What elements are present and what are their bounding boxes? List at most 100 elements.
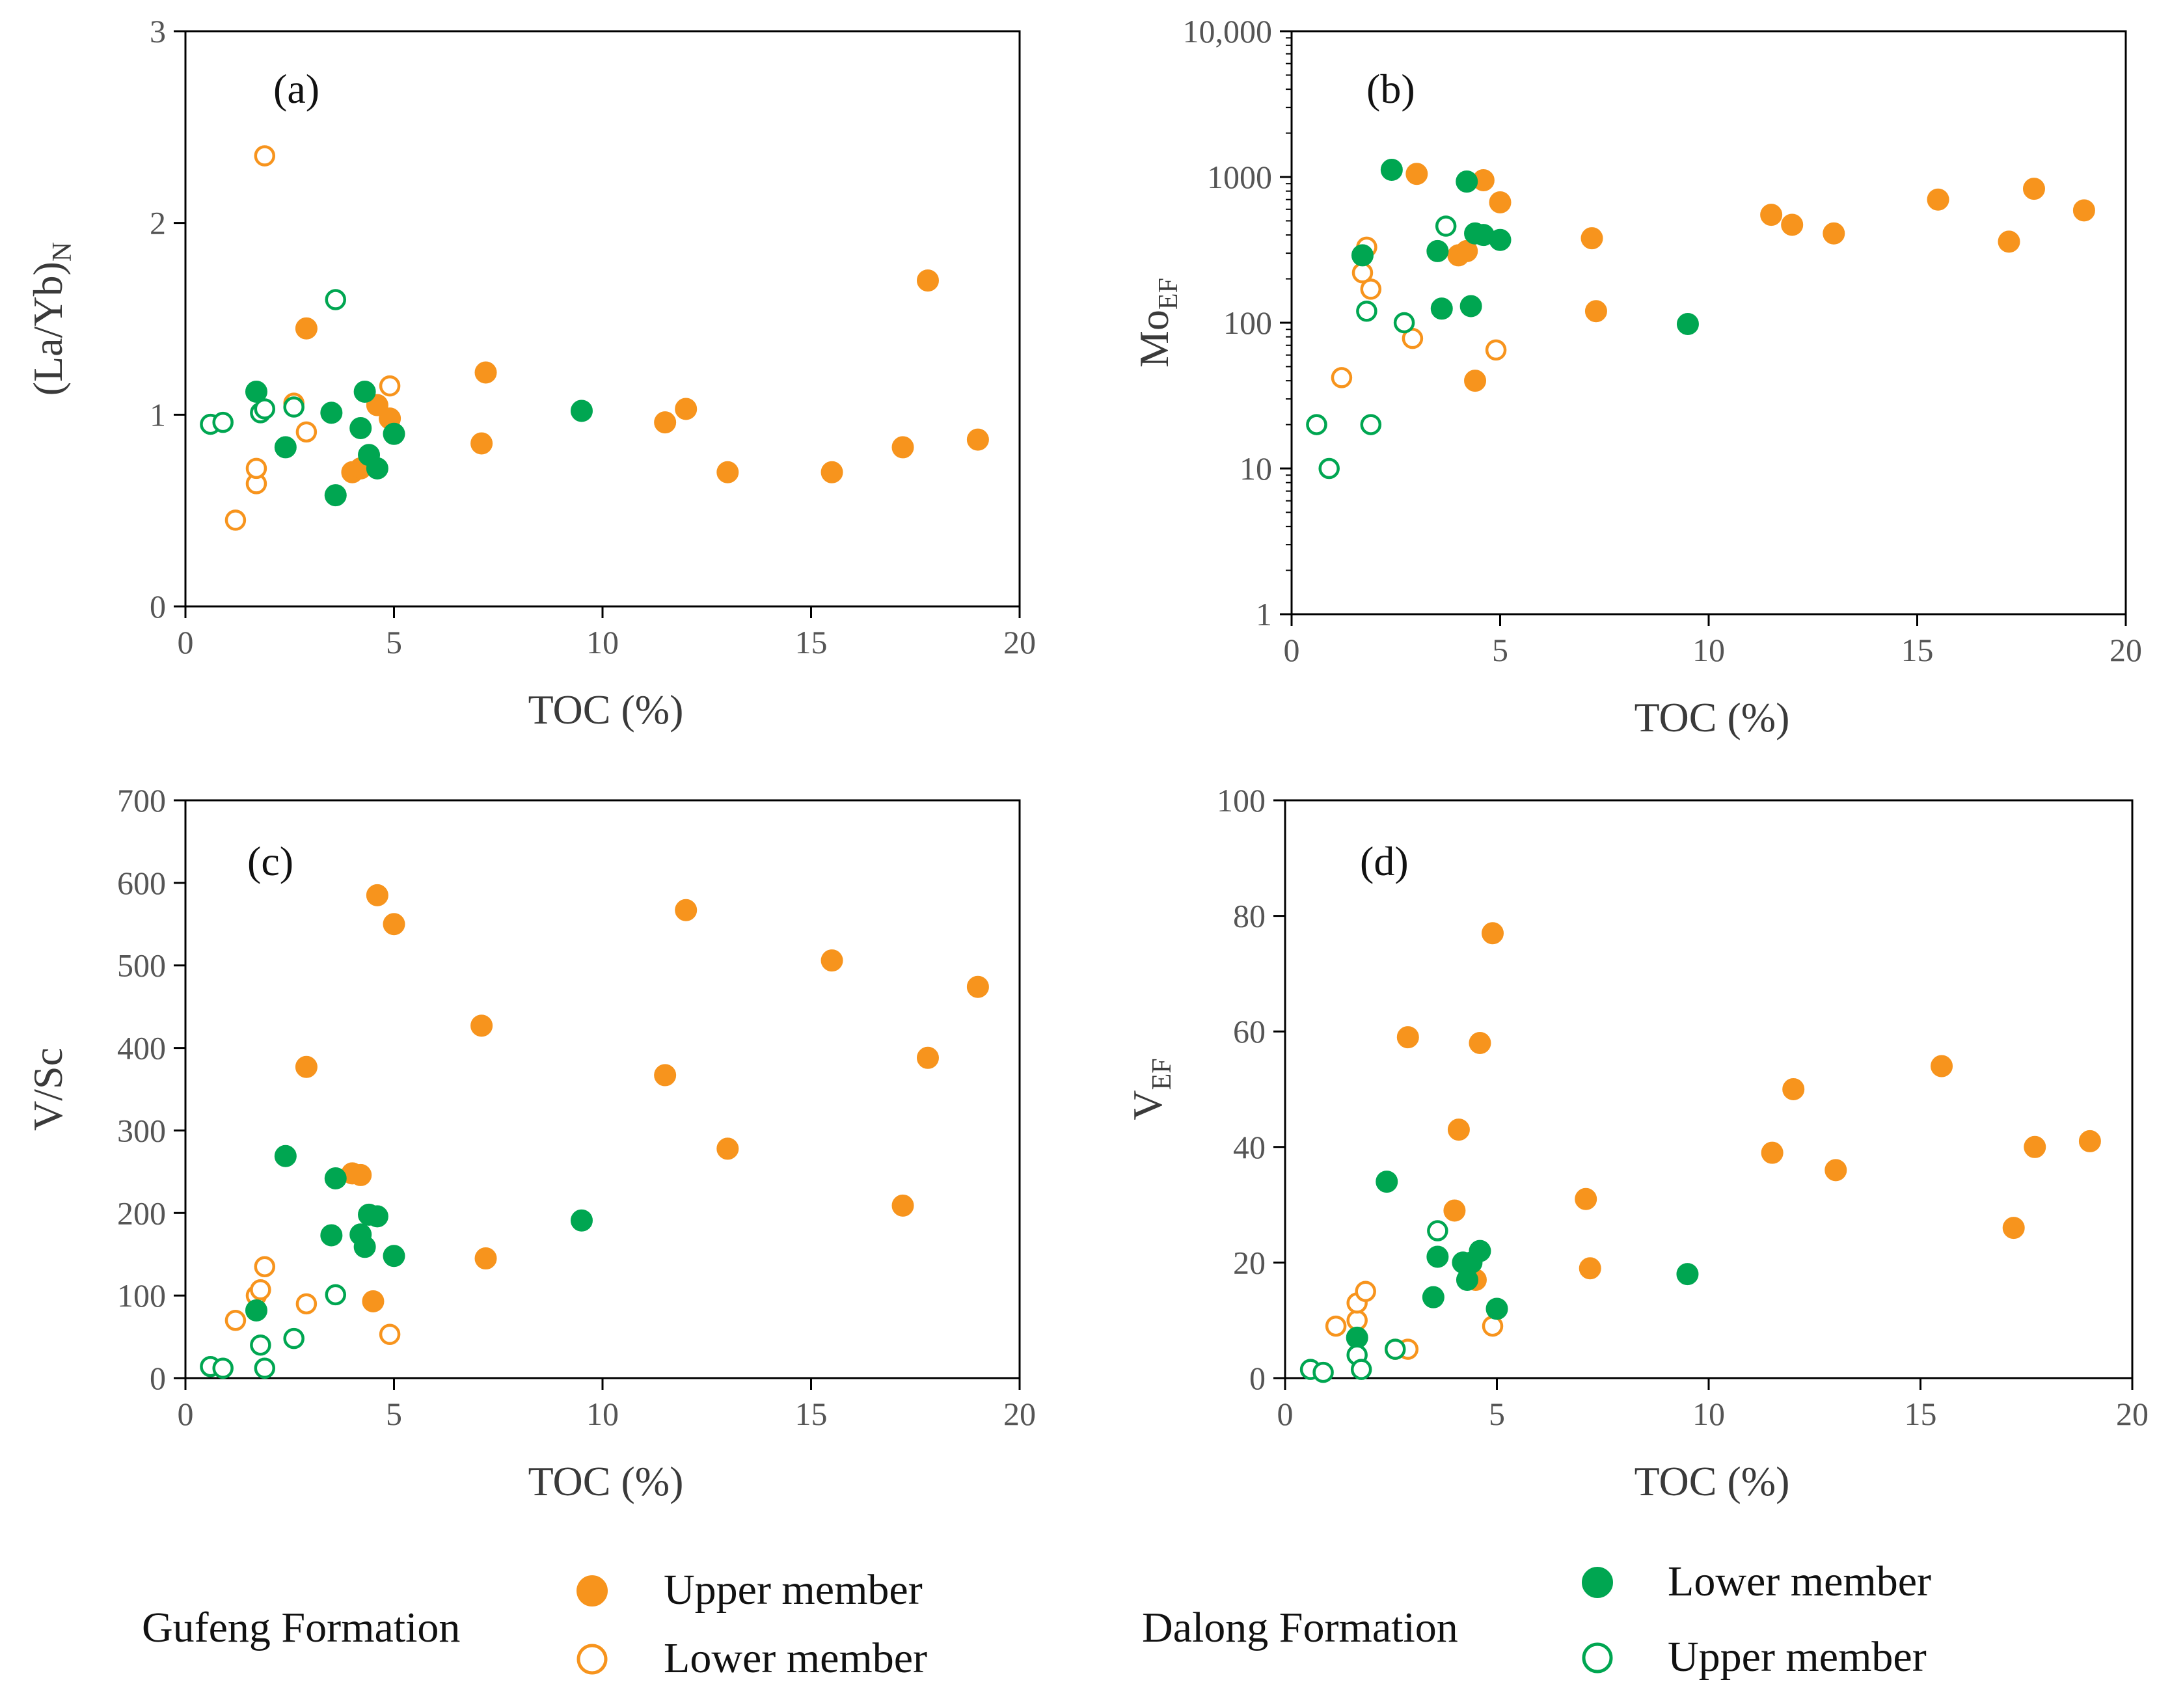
y-tick-label: 100 bbox=[1217, 782, 1266, 819]
plot-frame bbox=[184, 799, 1021, 1379]
data-point bbox=[2078, 1130, 2101, 1152]
data-point bbox=[891, 436, 914, 459]
x-tick-label: 20 bbox=[2110, 632, 2142, 668]
y-tick-label: 200 bbox=[117, 1195, 166, 1231]
data-point bbox=[1580, 227, 1603, 250]
data-point bbox=[821, 461, 843, 483]
data-point bbox=[1459, 295, 1482, 318]
data-point bbox=[254, 1256, 276, 1277]
data-point bbox=[891, 1194, 914, 1217]
plot-frame bbox=[1284, 799, 2134, 1379]
x-tick-label: 10 bbox=[1692, 1396, 1725, 1432]
data-point bbox=[1405, 163, 1428, 185]
legend-entry-label: Upper member bbox=[1668, 1633, 1927, 1681]
data-point bbox=[1998, 230, 2020, 253]
data-point bbox=[1489, 228, 1512, 251]
data-point bbox=[1481, 922, 1504, 945]
x-tick-label: 5 bbox=[386, 1396, 402, 1432]
x-tick-label: 5 bbox=[1489, 1396, 1505, 1432]
data-point bbox=[379, 375, 401, 397]
x-tick-label: 0 bbox=[178, 1396, 194, 1432]
data-point bbox=[1312, 1361, 1334, 1383]
y-axis-title: MoEF bbox=[1131, 278, 1184, 368]
data-point bbox=[245, 380, 267, 403]
data-point bbox=[295, 421, 318, 443]
data-point bbox=[379, 1323, 401, 1346]
data-point bbox=[1306, 414, 1327, 435]
y-tick-label: 100 bbox=[117, 1277, 166, 1314]
data-point bbox=[1469, 1031, 1491, 1054]
data-point bbox=[1430, 297, 1453, 320]
data-point bbox=[1443, 1199, 1466, 1222]
data-point bbox=[324, 484, 347, 507]
data-point bbox=[1579, 1257, 1601, 1280]
legend-group-title: Dalong Formation bbox=[1142, 1604, 1458, 1651]
data-point bbox=[1489, 191, 1512, 213]
data-point bbox=[570, 400, 593, 422]
x-tick-label: 5 bbox=[1492, 632, 1508, 668]
y-tick-label: 700 bbox=[117, 782, 166, 819]
data-point bbox=[1385, 1338, 1406, 1360]
panel-label: (c) bbox=[247, 838, 293, 884]
legend: Gufeng Formation Upper member Lower member… bbox=[142, 1558, 1931, 1682]
data-point bbox=[2002, 1217, 2025, 1240]
data-point bbox=[1482, 1315, 1504, 1337]
legend-group-dalong: Dalong Formation Lower member Upper member bbox=[1142, 1558, 1931, 1681]
data-point bbox=[295, 1293, 318, 1315]
data-point bbox=[675, 398, 698, 420]
series-gufeng-upper bbox=[1405, 163, 2095, 392]
data-point bbox=[1380, 158, 1403, 181]
data-point bbox=[1351, 244, 1374, 267]
series-gufeng-upper bbox=[295, 884, 989, 1313]
x-tick-label: 20 bbox=[2116, 1396, 2149, 1432]
data-point bbox=[1355, 1281, 1376, 1303]
series-dalong-lower bbox=[245, 1145, 593, 1322]
data-point bbox=[1676, 1263, 1699, 1286]
data-point bbox=[470, 1014, 493, 1037]
data-point bbox=[916, 1046, 939, 1069]
legend-marker bbox=[577, 1644, 608, 1675]
y-tick-label: 300 bbox=[117, 1112, 166, 1148]
data-point bbox=[1761, 1141, 1784, 1164]
data-point bbox=[1485, 339, 1507, 361]
data-point bbox=[570, 1209, 593, 1232]
data-point bbox=[383, 422, 405, 445]
y-tick-label: 2 bbox=[150, 205, 166, 241]
data-point bbox=[2072, 199, 2095, 222]
series-dalong-lower bbox=[1346, 1171, 1699, 1349]
data-point bbox=[1396, 1026, 1419, 1049]
data-point bbox=[716, 1137, 739, 1160]
data-point bbox=[1781, 213, 1804, 236]
data-point bbox=[1435, 215, 1457, 237]
y-tick-label: 1 bbox=[1256, 596, 1272, 632]
data-point bbox=[254, 1357, 276, 1379]
data-point bbox=[1422, 1286, 1445, 1308]
data-point bbox=[1447, 1118, 1470, 1141]
panel-label: (d) bbox=[1360, 838, 1409, 884]
data-point bbox=[212, 411, 234, 433]
y-tick-label: 40 bbox=[1233, 1129, 1266, 1165]
x-tick-label: 20 bbox=[1003, 624, 1036, 660]
data-point bbox=[254, 398, 276, 420]
data-point bbox=[474, 1247, 497, 1270]
data-point bbox=[1426, 1245, 1449, 1268]
panel-b: 1 10 100 1000 10,000 0 5 10 15 20 TOC (%) MoEF (b) bbox=[1131, 13, 2142, 740]
data-point bbox=[1402, 327, 1424, 349]
series-gufeng-lower bbox=[224, 1256, 401, 1346]
data-point bbox=[320, 1224, 343, 1247]
y-axis-title: (La/Yb)N bbox=[25, 242, 77, 396]
x-tick-label: 0 bbox=[178, 624, 194, 660]
data-point bbox=[295, 1055, 318, 1078]
data-point bbox=[295, 317, 318, 340]
x-tick-label: 20 bbox=[1003, 1396, 1036, 1432]
legend-entry-label: Lower member bbox=[1668, 1558, 1931, 1605]
x-tick-label: 15 bbox=[1905, 1396, 1937, 1432]
data-point bbox=[1676, 312, 1699, 335]
data-point bbox=[1485, 1297, 1508, 1320]
series-dalong-upper bbox=[200, 289, 347, 435]
data-point bbox=[324, 1167, 347, 1190]
legend-entry-label: Lower member bbox=[664, 1634, 927, 1682]
y-tick-label: 20 bbox=[1233, 1244, 1266, 1281]
